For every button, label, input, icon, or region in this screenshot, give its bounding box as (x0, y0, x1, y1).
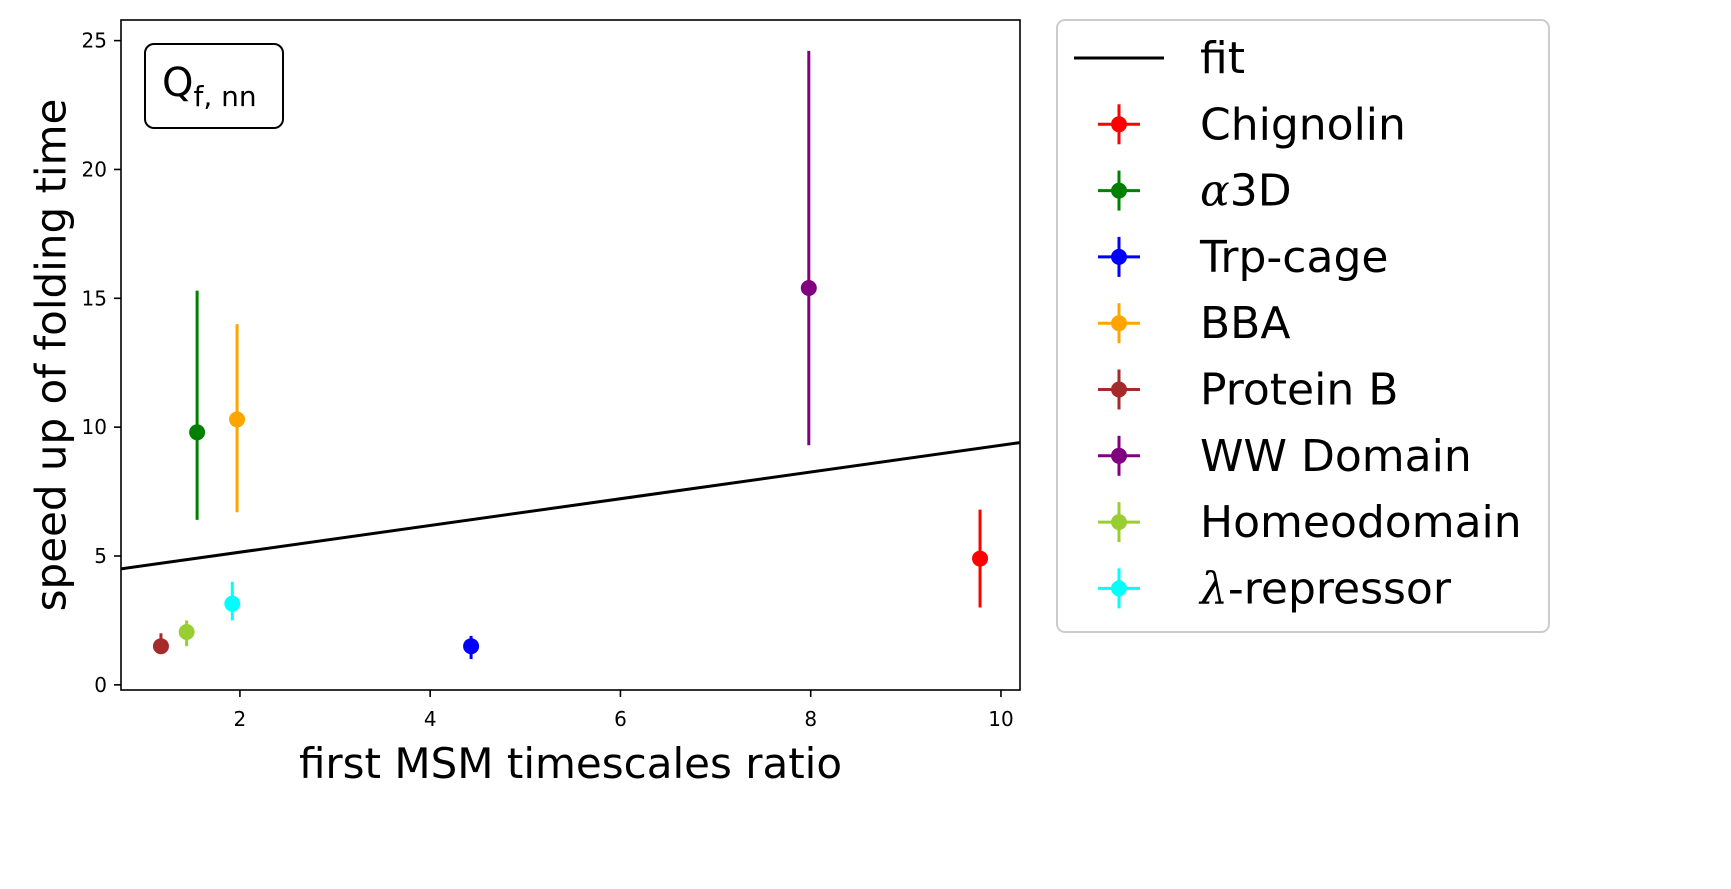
fit-line (121, 441, 1020, 571)
legend-homeodomain-label: Homeodomain (1200, 497, 1522, 548)
legend: fit Chignolin α3D Trp-cage BBA Protein B WW Do… (1056, 19, 1550, 633)
legend-protein-b-label: Protein B (1200, 365, 1398, 416)
legend-ww-domain-label: WW Domain (1200, 431, 1472, 482)
y-tick-label: 25 (82, 29, 107, 53)
legend-chignolin-marker (1111, 116, 1127, 133)
legend-trp-cage-marker (1111, 248, 1127, 265)
legend-chignolin-label: Chignolin (1200, 99, 1406, 150)
y-tick-label: 15 (82, 286, 107, 310)
annotation-base: Q (162, 60, 193, 106)
legend-protein-b-text: Protein B (1200, 365, 1398, 416)
legend--repressor-greek: λ (1198, 563, 1228, 614)
legend-fit-label: fit (1200, 33, 1245, 84)
legend--repressor-text: -repressor (1228, 563, 1452, 614)
y-tick-label: 0 (94, 673, 107, 697)
x-tick-label: 8 (804, 707, 817, 731)
legend--3d-text: 3D (1230, 166, 1292, 217)
y-tick-label: 20 (82, 157, 107, 181)
point-ww-domain (800, 280, 817, 296)
x-axis-ticks: 2 4 6 8 10 (234, 690, 1014, 731)
x-tick-label: 6 (614, 707, 627, 731)
y-axis-ticks: 0 5 10 15 20 25 (82, 29, 121, 697)
point--3d (189, 424, 206, 441)
point-bba (229, 411, 246, 428)
legend-trp-cage-text: Trp-cage (1199, 232, 1388, 283)
annotation-box: Qf, nn (144, 43, 284, 129)
y-tick-label: 5 (94, 544, 107, 568)
point--repressor (224, 595, 241, 612)
legend-bba-marker (1111, 315, 1127, 332)
legend-homeodomain-text: Homeodomain (1200, 497, 1522, 548)
plot-area (120, 19, 1021, 691)
point-chignolin (972, 550, 989, 567)
fit-line-layer (121, 441, 1020, 571)
legend-ww-domain-text: WW Domain (1200, 431, 1472, 482)
x-tick-label: 4 (424, 707, 437, 731)
legend--3d-label: α3D (1200, 166, 1292, 217)
x-tick-label: 2 (234, 707, 247, 731)
point-trp-cage (463, 638, 480, 655)
legend--repressor-marker (1111, 580, 1127, 597)
annotation-text: Qf, nn (162, 60, 257, 113)
legend-items: fit Chignolin α3D Trp-cage BBA Protein B WW Do… (1074, 33, 1522, 614)
legend--3d-greek: α (1200, 166, 1230, 217)
legend-trp-cage-label: Trp-cage (1199, 232, 1388, 283)
annotation-frame (144, 43, 284, 129)
legend-homeodomain-marker (1111, 514, 1127, 531)
legend-frame (1056, 19, 1550, 633)
y-tick-label: 10 (82, 415, 107, 439)
x-tick-label: 10 (988, 707, 1013, 731)
point-layer (152, 280, 989, 655)
legend-ww-domain-marker (1111, 447, 1127, 464)
legend--repressor-label: λ-repressor (1198, 563, 1452, 614)
annotation-subscript: f, nn (193, 80, 256, 113)
point-homeodomain (178, 624, 195, 641)
legend--3d-marker (1111, 182, 1127, 199)
point-protein-b (152, 638, 169, 655)
legend-protein-b-marker (1111, 381, 1127, 398)
legend-bba-label: BBA (1200, 298, 1290, 349)
plot-frame (120, 19, 1021, 691)
legend-chignolin-text: Chignolin (1200, 99, 1406, 150)
y-axis-label: speed up of folding time (27, 99, 76, 612)
legend-bba-text: BBA (1200, 298, 1290, 349)
x-axis-label: first MSM timescales ratio (299, 739, 842, 788)
